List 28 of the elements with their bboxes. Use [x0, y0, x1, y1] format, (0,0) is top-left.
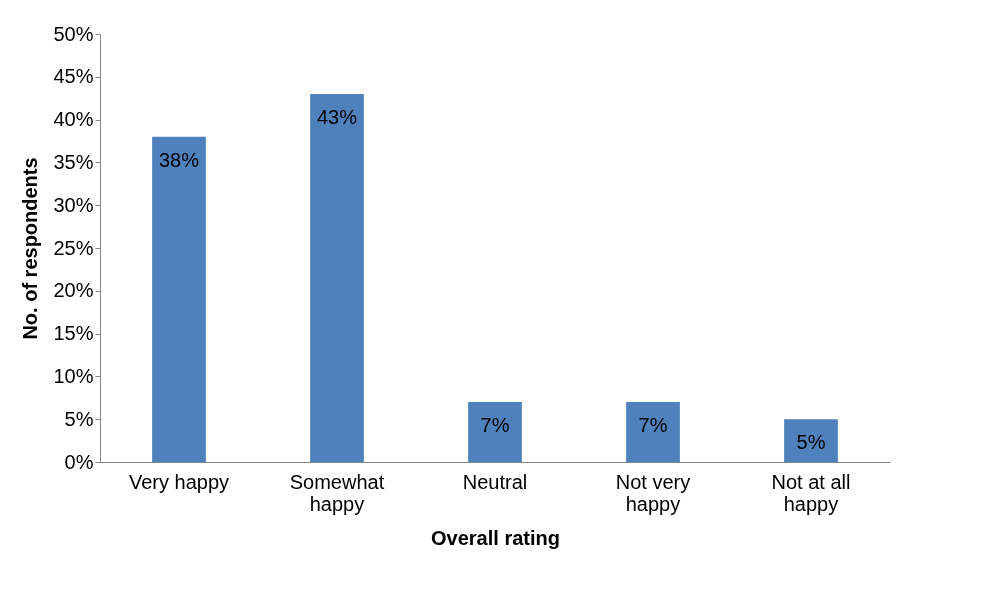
data-label: 7% [480, 414, 510, 437]
y-tick-label: 35% [53, 150, 94, 173]
x-tick-label: Neutral [462, 470, 528, 493]
y-tick-label: 10% [53, 364, 94, 387]
bar [784, 419, 838, 462]
data-label: 38% [158, 148, 200, 171]
x-tick-label: Very happy [128, 470, 230, 493]
bar [626, 402, 680, 462]
bar [310, 93, 364, 462]
data-label: 5% [796, 431, 826, 454]
y-tick-label: 25% [53, 236, 94, 259]
bar [152, 136, 206, 462]
x-tick-label: Not at all happy [771, 470, 851, 515]
y-tick-label: 5% [64, 407, 94, 430]
x-tick-label: Somewhat happy [289, 470, 385, 515]
y-tick-label: 40% [53, 108, 94, 131]
y-tick-label: 20% [53, 279, 94, 302]
y-tick-label: 45% [53, 65, 94, 88]
data-label: 7% [638, 414, 668, 437]
x-axis-title: Overall rating [431, 526, 560, 549]
y-tick-label: 0% [64, 450, 94, 473]
y-tick-label: 15% [53, 322, 94, 345]
y-tick-label: 30% [53, 193, 94, 216]
x-tick-label: Not very happy [615, 470, 691, 515]
data-label: 43% [316, 105, 358, 128]
y-tick-label: 50% [53, 22, 94, 45]
bar [468, 402, 522, 462]
y-axis-title: No. of respondents [19, 157, 42, 340]
